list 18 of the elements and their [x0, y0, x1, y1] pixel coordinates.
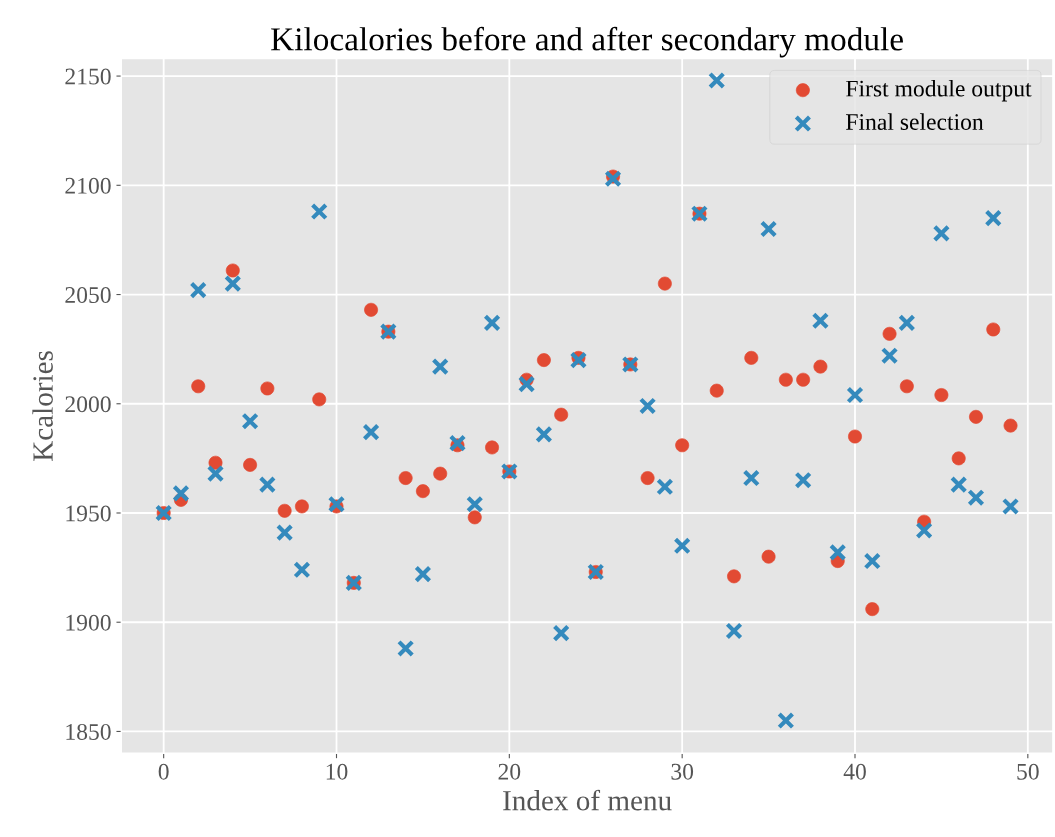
chart-title: Kilocalories before and after secondary module — [271, 26, 903, 58]
y-tick-label: 2100 — [65, 177, 111, 194]
y-tick-label: 2150 — [65, 68, 111, 85]
y-tick-label: 1850 — [66, 723, 111, 740]
x-tick-label: 10 — [326, 763, 348, 780]
x-tick-label: 50 — [1017, 763, 1039, 780]
y-axis-title: Kcalories — [32, 351, 53, 461]
y-tick-label: 1950 — [66, 505, 111, 522]
y-tick-label: 2000 — [65, 396, 111, 413]
legend-label: First module output — [846, 79, 1032, 102]
y-tick-label: 1900 — [66, 614, 111, 631]
x-tick-label: 40 — [843, 763, 866, 780]
x-tick-label: 20 — [498, 763, 521, 780]
legend-label: Final selection — [846, 113, 984, 130]
x-tick-label: 0 — [158, 763, 169, 780]
y-tick-label: 2050 — [65, 287, 111, 303]
x-axis-title: Index of menu — [503, 789, 672, 811]
x-tick-label: 30 — [671, 763, 694, 780]
